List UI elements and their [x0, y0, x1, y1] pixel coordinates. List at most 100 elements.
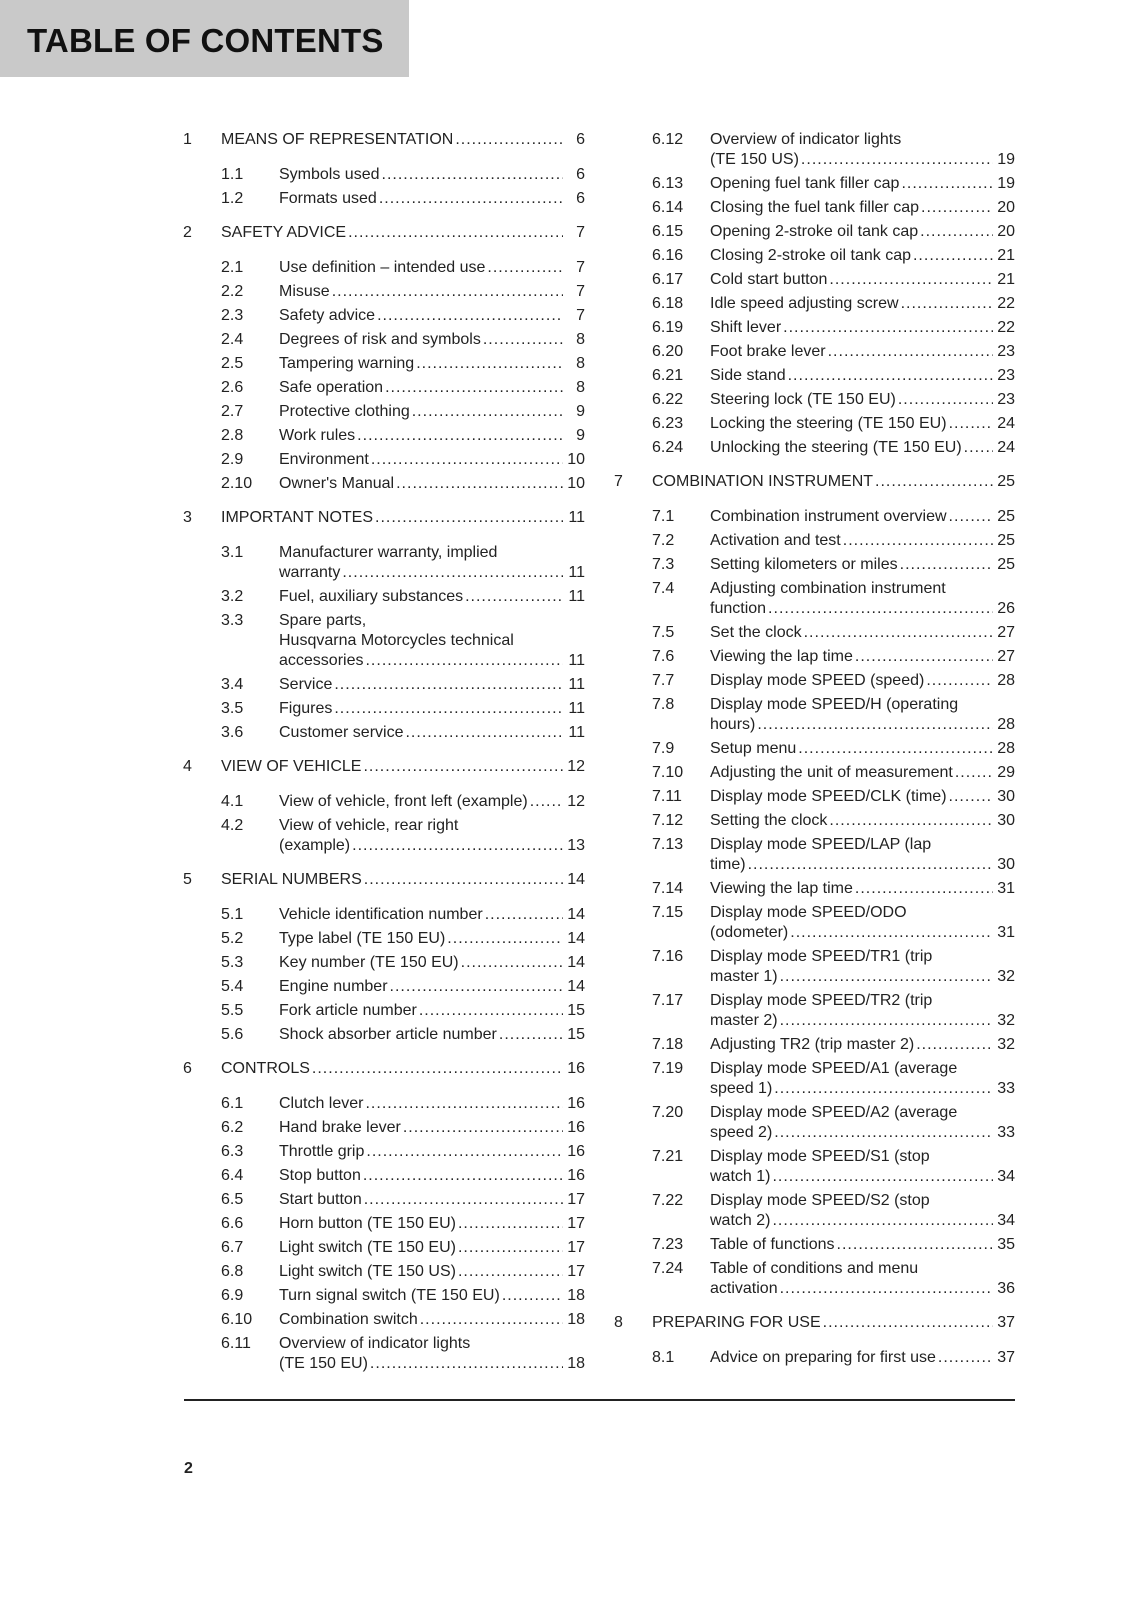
toc-section-entry[interactable]: 3.6 Customer service 11	[183, 721, 585, 745]
entry-title-line: Horn button (TE 150 EU)	[279, 1215, 456, 1232]
toc-section-entry[interactable]: 2.7 Protective clothing 9	[183, 400, 585, 424]
toc-section-entry[interactable]: 6.6 Horn button (TE 150 EU) 17	[183, 1212, 585, 1236]
toc-section-entry[interactable]: 2.5 Tampering warning 8	[183, 352, 585, 376]
toc-section-entry[interactable]: 6.3 Throttle grip 16	[183, 1140, 585, 1164]
entry-number: 2.4	[221, 331, 244, 348]
toc-section-entry[interactable]: 7.24 Table of conditions and menu activati…	[614, 1257, 1015, 1301]
toc-section-entry[interactable]: 7.18 Adjusting TR2 (trip master 2) 32	[614, 1033, 1015, 1057]
toc-section-entry[interactable]: 6.13 Opening fuel tank filler cap 19	[614, 172, 1015, 196]
toc-section-entry[interactable]: 7.8 Display mode SPEED/H (operating hours)…	[614, 693, 1015, 737]
toc-section-entry[interactable]: 1.2 Formats used 6	[183, 187, 585, 211]
toc-section-entry[interactable]: 5.1 Vehicle identification number 14	[183, 903, 585, 927]
toc-section-entry[interactable]: 6.16 Closing 2-stroke oil tank cap 21	[614, 244, 1015, 268]
toc-section-entry[interactable]: 6.9 Turn signal switch (TE 150 EU) 18	[183, 1284, 585, 1308]
leader-dots	[363, 1166, 563, 1186]
toc-section-entry[interactable]: 6.1 Clutch lever 16	[183, 1092, 585, 1116]
entry-title-line: MEANS OF REPRESENTATION	[221, 131, 454, 148]
toc-section-entry[interactable]: 3.4 Service 11	[183, 673, 585, 697]
toc-section-entry[interactable]: 3.1 Manufacturer warranty, implied warrant…	[183, 541, 585, 585]
toc-section-entry[interactable]: 6.8 Light switch (TE 150 US) 17	[183, 1260, 585, 1284]
toc-section-entry[interactable]: 7.15 Display mode SPEED/ODO (odometer) 31	[614, 901, 1015, 945]
toc-chapter-entry[interactable]: 1 MEANS OF REPRESENTATION 6	[183, 128, 585, 152]
toc-section-entry[interactable]: 6.2 Hand brake lever 16	[183, 1116, 585, 1140]
toc-section-entry[interactable]: 7.2 Activation and test 25	[614, 529, 1015, 553]
toc-chapter-entry[interactable]: 6 CONTROLS 16	[183, 1057, 585, 1081]
toc-section-entry[interactable]: 7.14 Viewing the lap time 31	[614, 877, 1015, 901]
entry-title-line: View of vehicle, front left (example)	[279, 793, 528, 810]
toc-section-entry[interactable]: 6.11 Overview of indicator lights (TE 150 …	[183, 1332, 585, 1376]
toc-section-entry[interactable]: 5.3 Key number (TE 150 EU) 14	[183, 951, 585, 975]
entry-title-last-line: watch 2) 34	[710, 1211, 1015, 1231]
toc-section-entry[interactable]: 7.17 Display mode SPEED/TR2 (trip master 2…	[614, 989, 1015, 1033]
toc-chapter-entry[interactable]: 7 COMBINATION INSTRUMENT 25	[614, 470, 1015, 494]
toc-section-entry[interactable]: 6.7 Light switch (TE 150 EU) 17	[183, 1236, 585, 1260]
toc-section-entry[interactable]: 7.20 Display mode SPEED/A2 (average speed …	[614, 1101, 1015, 1145]
toc-section-entry[interactable]: 6.17 Cold start button 21	[614, 268, 1015, 292]
toc-section-entry[interactable]: 7.10 Adjusting the unit of measurement 29	[614, 761, 1015, 785]
toc-section-entry[interactable]: 7.5 Set the clock 27	[614, 621, 1015, 645]
toc-section-entry[interactable]: 5.6 Shock absorber article number 15	[183, 1023, 585, 1047]
toc-chapter-entry[interactable]: 5 SERIAL NUMBERS 14	[183, 868, 585, 892]
entry-number: 3	[183, 509, 192, 526]
toc-section-entry[interactable]: 6.24 Unlocking the steering (TE 150 EU) 24	[614, 436, 1015, 460]
toc-section-entry[interactable]: 6.15 Opening 2-stroke oil tank cap 20	[614, 220, 1015, 244]
entry-number: 5.6	[221, 1026, 244, 1043]
toc-chapter-entry[interactable]: 2 SAFETY ADVICE 7	[183, 221, 585, 245]
toc-section-entry[interactable]: 5.2 Type label (TE 150 EU) 14	[183, 927, 585, 951]
toc-section-entry[interactable]: 7.23 Table of functions 35	[614, 1233, 1015, 1257]
toc-section-entry[interactable]: 4.2 View of vehicle, rear right (example) 1…	[183, 814, 585, 858]
toc-section-entry[interactable]: 7.11 Display mode SPEED/CLK (time) 30	[614, 785, 1015, 809]
entry-title-line: Key number (TE 150 EU)	[279, 954, 459, 971]
toc-section-entry[interactable]: 7.19 Display mode SPEED/A1 (average speed …	[614, 1057, 1015, 1101]
toc-section-entry[interactable]: 6.22 Steering lock (TE 150 EU) 23	[614, 388, 1015, 412]
entry-title-line: PREPARING FOR USE	[652, 1314, 821, 1331]
leader-dots	[352, 836, 563, 856]
leader-dots	[379, 189, 563, 209]
toc-section-entry[interactable]: 6.19 Shift lever 22	[614, 316, 1015, 340]
toc-section-entry[interactable]: 3.3 Spare parts, Husqvarna Motorcycles tec…	[183, 609, 585, 673]
toc-section-entry[interactable]: 8.1 Advice on preparing for first use 37	[614, 1346, 1015, 1370]
toc-section-entry[interactable]: 1.1 Symbols used 6	[183, 163, 585, 187]
entry-title-last-line: Figures 11	[279, 699, 585, 719]
toc-section-entry[interactable]: 7.22 Display mode SPEED/S2 (stop watch 2) 3…	[614, 1189, 1015, 1233]
toc-section-entry[interactable]: 7.21 Display mode SPEED/S1 (stop watch 1) 3…	[614, 1145, 1015, 1189]
toc-section-entry[interactable]: 7.6 Viewing the lap time 27	[614, 645, 1015, 669]
toc-section-entry[interactable]: 6.12 Overview of indicator lights (TE 150 …	[614, 128, 1015, 172]
toc-chapter-entry[interactable]: 3 IMPORTANT NOTES 11	[183, 506, 585, 530]
toc-section-entry[interactable]: 6.14 Closing the fuel tank filler cap 20	[614, 196, 1015, 220]
toc-section-entry[interactable]: 3.5 Figures 11	[183, 697, 585, 721]
toc-section-entry[interactable]: 7.12 Setting the clock 30	[614, 809, 1015, 833]
leader-dots	[757, 715, 993, 735]
toc-section-entry[interactable]: 6.21 Side stand 23	[614, 364, 1015, 388]
toc-section-entry[interactable]: 7.7 Display mode SPEED (speed) 28	[614, 669, 1015, 693]
entry-title-line: Closing 2-stroke oil tank cap	[710, 247, 911, 264]
toc-section-entry[interactable]: 2.9 Environment 10	[183, 448, 585, 472]
toc-section-entry[interactable]: 2.10 Owner's Manual 10	[183, 472, 585, 496]
toc-section-entry[interactable]: 6.23 Locking the steering (TE 150 EU) 24	[614, 412, 1015, 436]
toc-section-entry[interactable]: 6.4 Stop button 16	[183, 1164, 585, 1188]
toc-section-entry[interactable]: 2.2 Misuse 7	[183, 280, 585, 304]
toc-section-entry[interactable]: 7.1 Combination instrument overview 25	[614, 505, 1015, 529]
toc-section-entry[interactable]: 5.4 Engine number 14	[183, 975, 585, 999]
entry-title: Steering lock (TE 150 EU) 23	[710, 390, 1015, 410]
toc-section-entry[interactable]: 6.20 Foot brake lever 23	[614, 340, 1015, 364]
entry-title-line: Stop button	[279, 1167, 361, 1184]
toc-section-entry[interactable]: 6.10 Combination switch 18	[183, 1308, 585, 1332]
toc-section-entry[interactable]: 7.9 Setup menu 28	[614, 737, 1015, 761]
toc-section-entry[interactable]: 5.5 Fork article number 15	[183, 999, 585, 1023]
toc-section-entry[interactable]: 7.16 Display mode SPEED/TR1 (trip master 1…	[614, 945, 1015, 989]
toc-section-entry[interactable]: 2.3 Safety advice 7	[183, 304, 585, 328]
toc-section-entry[interactable]: 6.5 Start button 17	[183, 1188, 585, 1212]
toc-section-entry[interactable]: 7.13 Display mode SPEED/LAP (lap time) 30	[614, 833, 1015, 877]
toc-section-entry[interactable]: 2.6 Safe operation 8	[183, 376, 585, 400]
toc-section-entry[interactable]: 3.2 Fuel, auxiliary substances 11	[183, 585, 585, 609]
toc-section-entry[interactable]: 4.1 View of vehicle, front left (example)…	[183, 790, 585, 814]
toc-chapter-entry[interactable]: 4 VIEW OF VEHICLE 12	[183, 755, 585, 779]
toc-chapter-entry[interactable]: 8 PREPARING FOR USE 37	[614, 1311, 1015, 1335]
toc-section-entry[interactable]: 7.3 Setting kilometers or miles 25	[614, 553, 1015, 577]
toc-section-entry[interactable]: 7.4 Adjusting combination instrument funct…	[614, 577, 1015, 621]
toc-section-entry[interactable]: 6.18 Idle speed adjusting screw 22	[614, 292, 1015, 316]
toc-section-entry[interactable]: 2.8 Work rules 9	[183, 424, 585, 448]
toc-section-entry[interactable]: 2.4 Degrees of risk and symbols 8	[183, 328, 585, 352]
toc-section-entry[interactable]: 2.1 Use definition – intended use 7	[183, 256, 585, 280]
